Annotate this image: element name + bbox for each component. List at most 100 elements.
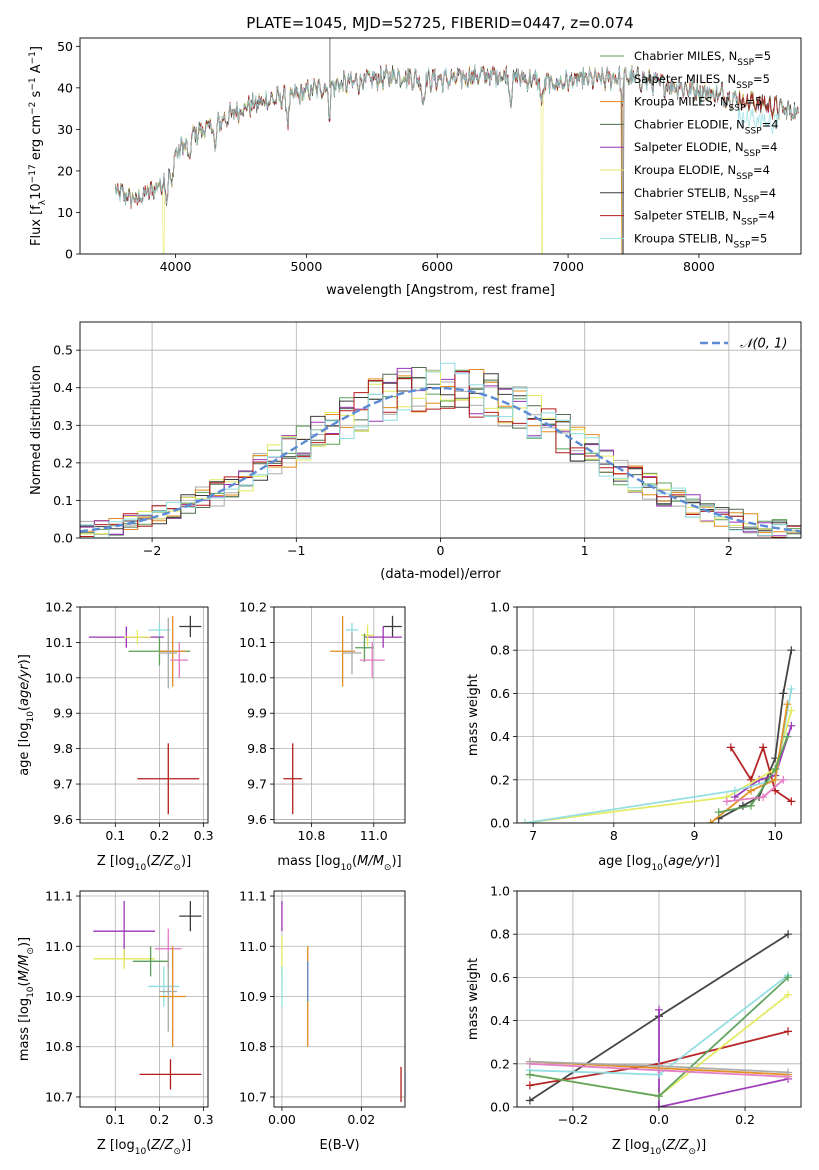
mass-weight-marker xyxy=(726,743,735,752)
mass-weight-marker xyxy=(779,775,788,784)
x-axis-label: (data-model)/error xyxy=(380,567,501,582)
y-tick-label: 50 xyxy=(57,39,73,54)
mass-vs-ebv-plot: 0.00 0.02 10.7 10.8 10.9 11.0 11.1 E(B-V) xyxy=(239,889,406,1153)
mass-weight-marker xyxy=(738,801,747,810)
axes-frame xyxy=(273,890,406,1108)
x-tick-label: 0.1 xyxy=(105,828,125,843)
x-tick-label: 0.3 xyxy=(194,828,214,843)
mass-weight-marker xyxy=(771,775,780,784)
plot-area xyxy=(93,901,202,1090)
x-tick-label: 0.2 xyxy=(150,1112,170,1127)
mass-vs-metallicity-plot: 0.1 0.2 0.3 10.7 10.8 10.9 11.0 11.1 Z [log10(Z/… xyxy=(17,889,214,1157)
error-bar-point xyxy=(159,951,178,1032)
y-tick-label: 10.8 xyxy=(45,1039,73,1054)
y-tick-label: 0.4 xyxy=(490,729,510,744)
mass-weight-marker xyxy=(784,1027,793,1036)
mass-weight-marker xyxy=(784,1068,793,1077)
mass-weight-marker xyxy=(525,1057,534,1066)
x-tick-label: 11.0 xyxy=(360,828,388,843)
y-tick-label: 10.1 xyxy=(45,635,73,650)
mass-weight-marker xyxy=(525,1070,534,1079)
error-bar-point xyxy=(283,743,303,815)
x-tick-label: 2 xyxy=(725,543,733,558)
x-axis-label: E(B-V) xyxy=(319,1138,359,1153)
plot-area xyxy=(525,930,793,1107)
spectrum-plot: 4000 5000 6000 7000 8000 0 10 20 30 40 50 wavelengt… xyxy=(28,37,802,298)
plot-area xyxy=(114,38,799,254)
y-tick-label: 1.0 xyxy=(490,600,510,615)
y-tick-label: 10.7 xyxy=(239,1089,267,1104)
error-bar-point xyxy=(170,642,189,678)
error-bar-point xyxy=(159,946,186,1047)
mass-weight-marker xyxy=(784,990,793,999)
mass-weight-marker xyxy=(655,1005,663,1014)
error-bar-point xyxy=(179,615,202,638)
mass-weight-marker xyxy=(783,700,792,709)
x-tick-label: 9 xyxy=(691,828,699,843)
x-tick-label: 0.0 xyxy=(649,1112,669,1127)
axes-frame xyxy=(79,890,209,1108)
mass-weight-marker xyxy=(521,819,530,823)
y-tick-label: 9.7 xyxy=(247,777,267,792)
y-tick-label: 0.4 xyxy=(53,380,73,395)
y-tick-label: 9.8 xyxy=(247,741,267,756)
legend-entry: Chabrier STELIB, NSSP=4 xyxy=(634,186,776,205)
mass-weight-marker xyxy=(746,786,755,795)
y-tick-label: 11.1 xyxy=(239,889,267,904)
x-axis-label: Z [log10(Z/Z⊙)] xyxy=(97,1138,191,1157)
mass-weight-marker xyxy=(787,706,796,715)
x-tick-label: −0.2 xyxy=(558,1112,588,1127)
mass-weight-marker xyxy=(759,793,768,802)
axes-frame xyxy=(79,606,209,824)
y-tick-label: 10.9 xyxy=(239,989,267,1004)
x-tick-label: 8 xyxy=(610,828,618,843)
error-bar-point xyxy=(361,624,374,646)
mass-weight-marker xyxy=(746,801,755,810)
x-tick-label: 7000 xyxy=(552,259,584,274)
error-bar-point xyxy=(179,901,202,932)
error-bar-point xyxy=(359,642,385,678)
x-axis-label: Z [log10(Z/Z⊙)] xyxy=(97,854,191,873)
y-tick-label: 9.7 xyxy=(53,777,73,792)
y-tick-label: 0.4 xyxy=(490,1013,510,1028)
error-bar-point xyxy=(93,948,156,969)
y-tick-label: 11.0 xyxy=(45,939,73,954)
error-bar-point xyxy=(330,615,356,687)
y-tick-label: 11.1 xyxy=(45,889,73,904)
y-tick-label: 9.6 xyxy=(247,812,267,827)
legend-entry: Kroupa MILES, NSSP=5 xyxy=(634,95,762,114)
y-axis-label: mass [log10(M/M⊙)] xyxy=(17,937,36,1061)
x-axis-label: wavelength [Angstrom, rest frame] xyxy=(326,283,555,298)
y-tick-label: 0.8 xyxy=(490,927,510,942)
error-bar-point xyxy=(137,743,200,815)
axes-frame xyxy=(273,606,406,824)
x-tick-label: 7 xyxy=(529,828,537,843)
legend: Chabrier MILES, NSSP=5 Salpeter MILES, NS… xyxy=(600,49,779,250)
plot-area xyxy=(283,615,402,815)
mass-weight-marker xyxy=(784,973,793,982)
axes-frame xyxy=(79,321,802,539)
mass-weight-line xyxy=(718,736,789,814)
y-tick-label: 0.3 xyxy=(53,418,73,433)
x-axis-label: Z [log10(Z/Z⊙)] xyxy=(612,1138,706,1157)
axes-frame xyxy=(516,890,802,1108)
legend-entry: Kroupa STELIB, NSSP=5 xyxy=(634,231,767,250)
x-tick-label: 0.2 xyxy=(735,1112,755,1127)
mass-weight-marker xyxy=(655,1061,663,1070)
y-tick-label: 10.2 xyxy=(45,600,73,615)
x-tick-label: 8000 xyxy=(683,259,715,274)
x-tick-label: 6000 xyxy=(421,259,453,274)
y-tick-label: 0.6 xyxy=(490,686,510,701)
y-axis-label: Flux [fλ10−17 erg cm−2 s−1 A−1] xyxy=(28,46,48,246)
y-tick-label: 20 xyxy=(57,163,73,178)
y-tick-label: 10.9 xyxy=(45,989,73,1004)
spectrum-line-kroupa-stelib xyxy=(114,64,799,207)
error-bar-point xyxy=(364,626,402,648)
y-axis-label: Normed distribution xyxy=(29,365,44,495)
y-tick-label: 10.1 xyxy=(239,635,267,650)
legend-entry: Salpeter MILES, NSSP=5 xyxy=(634,72,770,91)
x-tick-label: 0.1 xyxy=(105,1112,125,1127)
mass-weight-line xyxy=(524,710,793,823)
mass-weight-marker xyxy=(783,732,792,741)
